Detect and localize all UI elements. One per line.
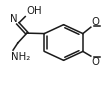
Text: O: O <box>91 17 99 27</box>
Text: NH₂: NH₂ <box>11 52 31 62</box>
Text: OH: OH <box>26 6 42 16</box>
Text: O: O <box>91 57 99 67</box>
Text: N: N <box>10 14 17 24</box>
